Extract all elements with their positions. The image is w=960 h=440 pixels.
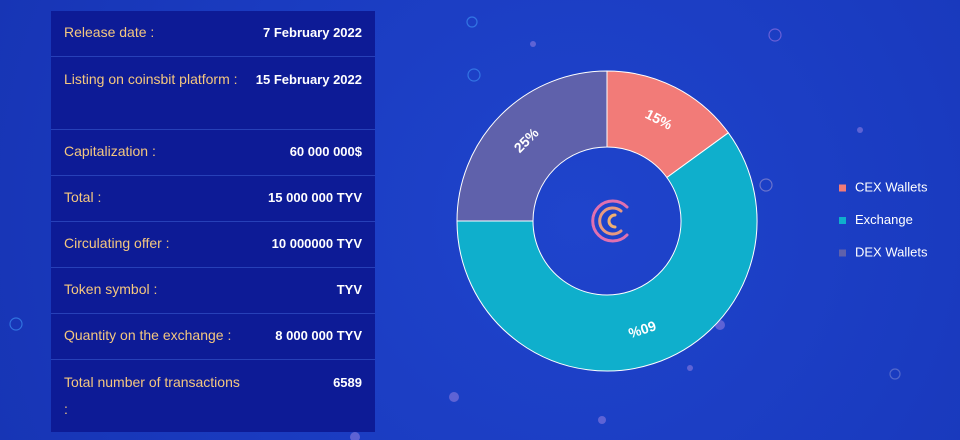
value-cell: 10 000000 TYV	[271, 236, 362, 251]
label-cell: Capitalization :	[64, 143, 156, 159]
label-cell: Total number of transactions :	[64, 374, 240, 417]
legend-label: Exchange	[855, 212, 913, 227]
legend-label: DEX Wallets	[855, 244, 928, 259]
info-table: Release date : 7 February 2022 Listing on …	[51, 11, 375, 432]
donut-slice	[456, 70, 608, 222]
value-cell: 6589	[333, 375, 362, 390]
value-cell: TYV	[336, 282, 362, 297]
value-cell: 15 February 2022	[255, 72, 362, 87]
value-cell: 8 000 000 TYV	[275, 328, 362, 343]
table-row: Listing on coinsbit platform : 15 Februar…	[51, 57, 375, 130]
decor	[9, 16, 901, 380]
decor-dots	[350, 41, 863, 440]
label-cell: Circulating offer :	[64, 235, 170, 251]
table-row: Total number of transactions : 6589	[51, 360, 375, 432]
label-cell: Quantity on the exchange :	[64, 327, 232, 343]
legend-marker	[839, 249, 846, 257]
table-row: Token symbol : TYV	[51, 268, 375, 314]
logo	[591, 199, 629, 243]
table-row: Release date : 7 February 2022	[51, 11, 375, 57]
table-row: Capitalization : 60 000 000$	[51, 130, 375, 176]
value-cell: 7 February 2022	[262, 25, 362, 40]
label-cell: Release date :	[64, 24, 155, 40]
donut-slice	[456, 132, 758, 372]
table-row: Quantity on the exchange : 8 000 000 TYV	[51, 314, 375, 360]
legend-label: CEX Wallets	[855, 179, 928, 194]
table-row: Total : 15 000 000 TYV	[51, 176, 375, 222]
table-row: Circulating offer : 10 000000 TYV	[51, 222, 375, 268]
label-cell: Listing on coinsbit platform :	[64, 71, 238, 87]
value-cell: 60 000 000$	[289, 144, 362, 159]
value-cell: 15 000 000 TYV	[268, 190, 362, 205]
legend-marker	[839, 217, 846, 224]
label-cell: Token symbol :	[64, 281, 158, 297]
legend-marker	[839, 184, 846, 192]
label-cell: Total :	[64, 189, 102, 205]
